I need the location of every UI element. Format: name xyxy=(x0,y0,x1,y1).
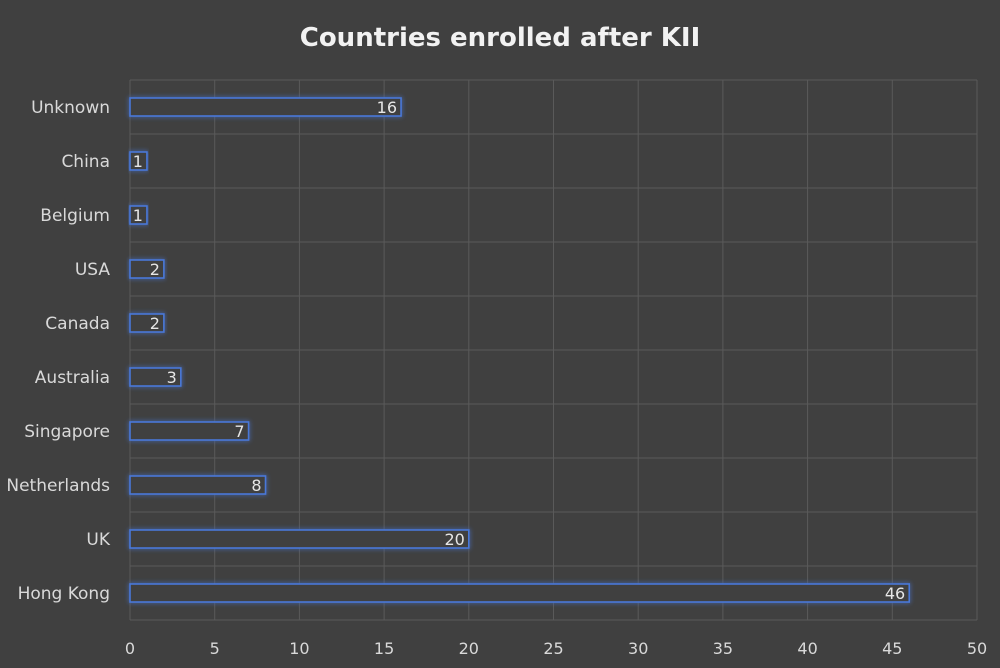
x-tick-label-7: 35 xyxy=(713,639,733,658)
data-label-4: 2 xyxy=(150,314,160,333)
category-label-7: Netherlands xyxy=(6,476,110,496)
x-tick-label-9: 45 xyxy=(882,639,902,658)
x-tick-label-6: 30 xyxy=(628,639,648,658)
category-label-8: UK xyxy=(86,530,110,550)
x-axis-tick-labels: 0 5 10 15 20 25 30 35 40 45 50 xyxy=(125,639,987,658)
category-label-6: Singapore xyxy=(24,422,110,442)
bar-0 xyxy=(129,97,402,117)
data-label-7: 8 xyxy=(251,476,261,495)
x-tick-label-5: 25 xyxy=(543,639,563,658)
data-label-3: 2 xyxy=(150,260,160,279)
x-tick-label-1: 5 xyxy=(210,639,220,658)
bar-4 xyxy=(129,313,165,333)
data-label-9: 46 xyxy=(885,584,905,603)
bar-1 xyxy=(129,151,148,171)
data-label-6: 7 xyxy=(234,422,244,441)
category-label-9: Hong Kong xyxy=(18,584,110,604)
bar-7 xyxy=(129,475,267,495)
data-label-0: 16 xyxy=(377,98,397,117)
x-tick-label-4: 20 xyxy=(459,639,479,658)
x-tick-label-8: 40 xyxy=(797,639,817,658)
bar-2 xyxy=(129,205,148,225)
bar-8 xyxy=(129,529,470,549)
category-label-5: Australia xyxy=(35,368,110,388)
x-tick-label-2: 10 xyxy=(289,639,309,658)
data-label-2: 1 xyxy=(133,206,143,225)
bars: 16 1 1 2 2 3 7 8 20 46 xyxy=(129,97,911,603)
gridlines xyxy=(129,79,978,621)
data-label-5: 3 xyxy=(167,368,177,387)
category-label-4: Canada xyxy=(45,314,110,334)
data-label-8: 20 xyxy=(444,530,464,549)
x-tick-label-10: 50 xyxy=(967,639,987,658)
bar-5 xyxy=(129,367,182,387)
category-label-0: Unknown xyxy=(31,98,110,118)
bar-6 xyxy=(129,421,250,441)
x-tick-label-3: 15 xyxy=(374,639,394,658)
category-label-2: Belgium xyxy=(40,206,110,226)
chart-title: Countries enrolled after KII xyxy=(300,23,701,53)
category-label-1: China xyxy=(61,152,110,172)
category-labels: Unknown China Belgium USA Canada Australia Sin… xyxy=(6,98,110,604)
x-tick-label-0: 0 xyxy=(125,639,135,658)
bar-9 xyxy=(129,583,911,603)
data-label-1: 1 xyxy=(133,152,143,171)
category-label-3: USA xyxy=(75,260,111,280)
bar-3 xyxy=(129,259,165,279)
